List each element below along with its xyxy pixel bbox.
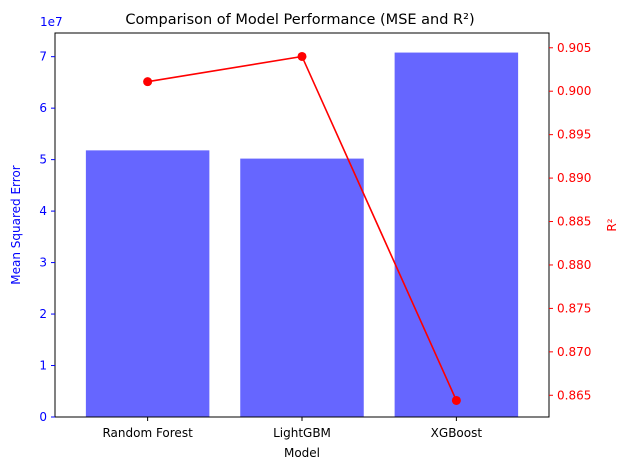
x-tick-label-1: LightGBM: [273, 426, 331, 440]
right-tick-label-4: 0.885: [557, 215, 591, 229]
bars-layer: [85, 52, 519, 418]
right-tick-label-2: 0.875: [557, 301, 591, 315]
right-tick-label-6: 0.895: [557, 128, 591, 142]
right-axis-label: R²: [605, 218, 619, 231]
r2-point-1: [297, 51, 307, 61]
left-tick-label-6: 6: [39, 101, 47, 115]
x-tick-label-0: Random Forest: [102, 426, 193, 440]
r2-point-2: [451, 395, 461, 405]
left-tick-label-1: 1: [39, 359, 47, 373]
r2-point-0: [143, 77, 153, 87]
right-tick-label-8: 0.905: [557, 41, 591, 55]
bar-1: [240, 158, 364, 418]
left-y-axis: 0 1 2 3 4 5 6 7: [39, 50, 55, 424]
right-tick-label-0: 0.865: [557, 388, 591, 402]
right-tick-label-1: 0.870: [557, 345, 591, 359]
right-tick-label-3: 0.880: [557, 258, 591, 272]
right-y-axis: 0.865 0.870 0.875 0.880 0.885 0.890 0.895 0.900…: [549, 41, 591, 402]
left-tick-label-5: 5: [39, 153, 47, 167]
line-layer: [143, 51, 461, 405]
bar-0: [85, 150, 210, 417]
bar-2: [394, 52, 519, 417]
left-axis-offset-text: 1e7: [40, 15, 63, 29]
right-tick-label-7: 0.900: [557, 84, 591, 98]
chart-title: Comparison of Model Performance (MSE and…: [125, 12, 474, 28]
x-axis-label: Model: [284, 446, 320, 460]
left-tick-label-2: 2: [39, 307, 47, 321]
left-axis-label: Mean Squared Error: [9, 165, 23, 285]
left-tick-label-7: 7: [39, 50, 47, 64]
x-tick-label-2: XGBoost: [431, 426, 483, 440]
left-tick-label-3: 3: [39, 256, 47, 270]
x-axis: Random Forest LightGBM XGBoost: [102, 417, 482, 440]
left-tick-label-4: 4: [39, 204, 47, 218]
right-tick-label-5: 0.890: [557, 171, 591, 185]
left-tick-label-0: 0: [39, 410, 47, 424]
